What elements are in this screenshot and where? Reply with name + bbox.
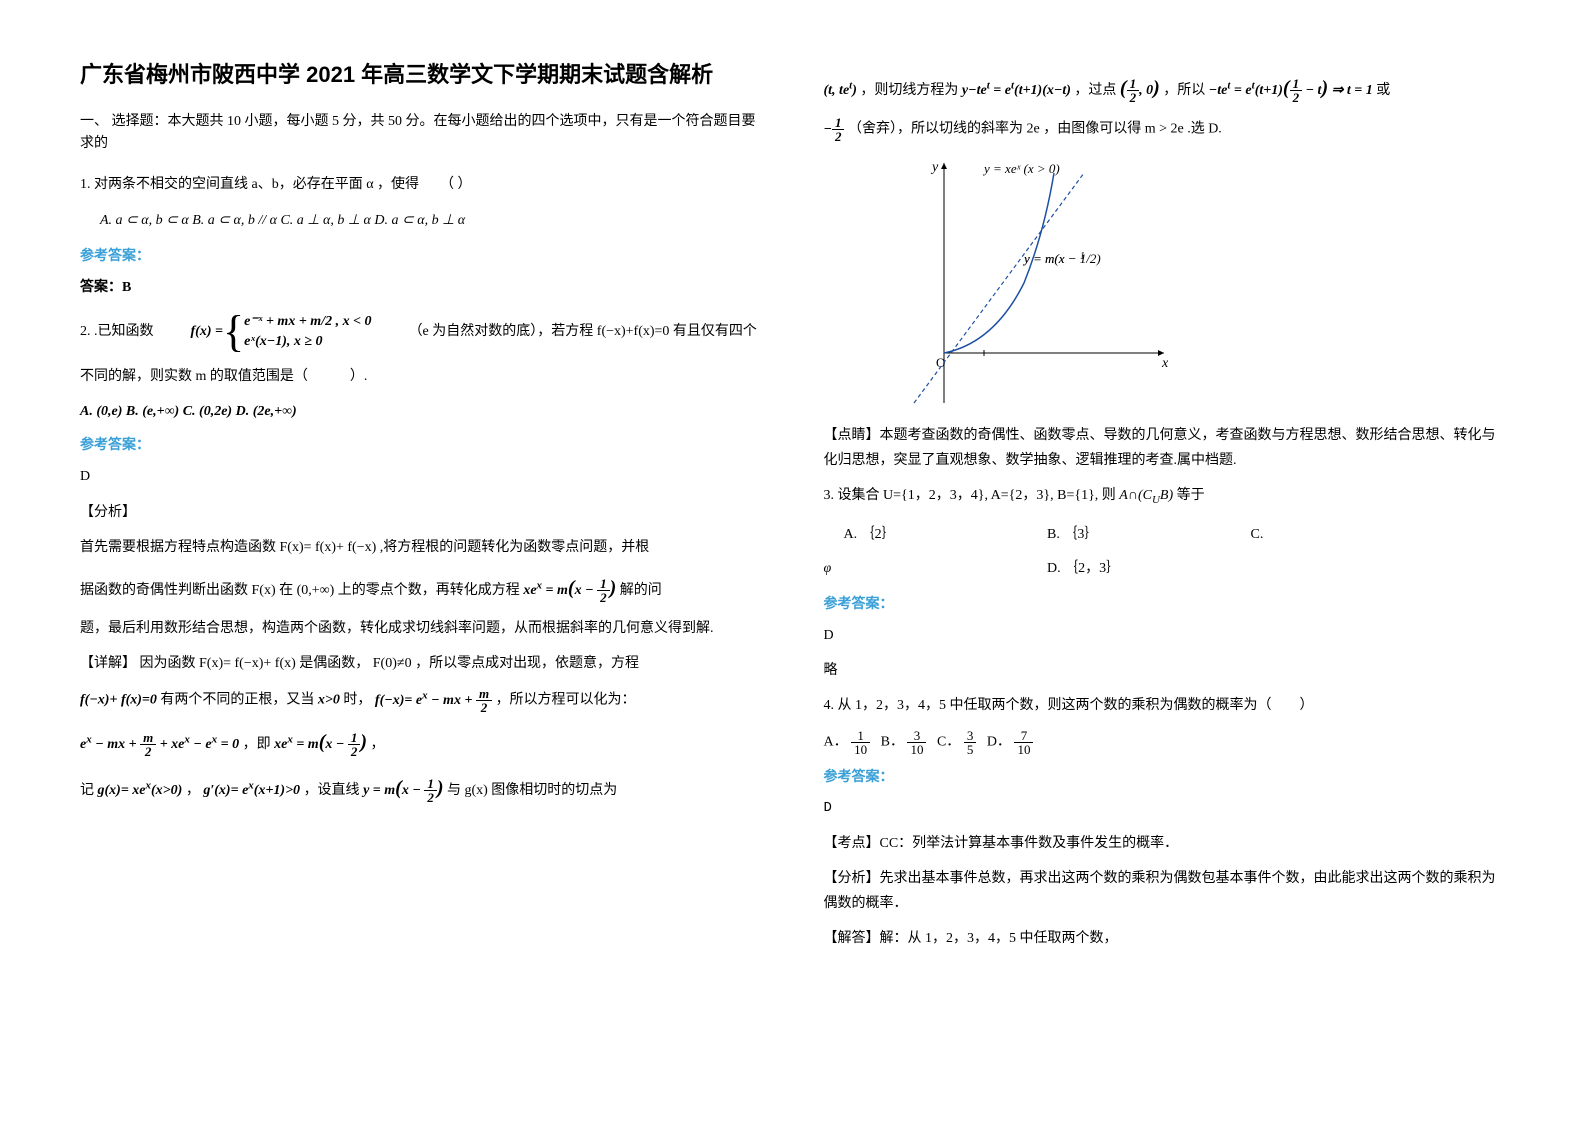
q3-opt-phi: φ — [824, 555, 1044, 583]
c2-l1-pt0: (t, tet) — [824, 83, 857, 98]
q2-analysis-2: 据函数的奇偶性判断出函数 F(x) 在 (0,+∞) 上的零点个数，再转化成方程… — [80, 570, 764, 606]
q3-opt-a: A. ｛2｝ — [844, 521, 1044, 549]
q4-kaodian: 【考点】CC：列举法计算基本事件数及事件发生的概率． — [824, 831, 1508, 856]
q2-d3-end: ， — [371, 737, 385, 752]
q4-c-frac: 35 — [964, 729, 977, 756]
q3-lue: 略 — [824, 658, 1508, 683]
q3-stem: 3. 设集合 U={1，2，3，4}, A={2，3}, B={1}, 则 A∩… — [824, 483, 1508, 511]
q1-text: 1. 对两条不相交的空间直线 a、b，必存在平面 α ，使得 （ ） — [80, 177, 472, 192]
q2-case1: e⁻ˣ + mx + m/2 , x < 0 — [244, 312, 371, 332]
q4-b-frac: 310 — [907, 729, 926, 756]
section-1-heading: 一、 选择题：本大题共 10 小题，每小题 5 分，共 50 分。在每小题给出的… — [80, 111, 764, 156]
q3-opt-c: C. — [1251, 527, 1264, 542]
y-axis-label: y — [930, 160, 939, 175]
c2-l2-mid: （舍弃），所以切线的斜率为 2e ，由图像可以得 m > 2e .选 D. — [848, 122, 1222, 137]
q4-answer: D — [824, 796, 1508, 821]
x-axis-label: x — [1161, 356, 1169, 371]
c2-l1-b: ，过点 — [1074, 83, 1120, 98]
right-column: (t, tet) ，则切线方程为 y−tet = et(t+1)(x−t) ，过… — [824, 60, 1508, 961]
q3-opts-row2: φ D. ｛2，3｝ — [824, 555, 1508, 583]
q3-opt-d: D. ｛2，3｝ — [1047, 561, 1120, 576]
q4-c-pre: C． — [937, 734, 960, 749]
q2-case2: eˣ(x−1), x ≥ 0 — [244, 332, 371, 352]
q4-jieda: 【解答】解：从 1，2，3，4，5 中任取两个数， — [824, 926, 1508, 951]
q4-fenxi: 【分析】先求出基本事件总数，再求出这两个数的乘积为偶数包基本事件个数，由此能求出… — [824, 866, 1508, 916]
q2-d4-pre: 记 g(x)= xex(x>0) ， g′(x)= ex(x+1)>0 ，设直线 — [80, 783, 360, 798]
q2-d2-pre-rest: 有两个不同的正根，又当 x>0 时， — [160, 693, 371, 708]
q4-stem: 4. 从 1，2，3，4，5 中任取两个数，则这两个数的乘积为偶数的概率为（ ） — [824, 693, 1508, 718]
page: 广东省梅州市陂西中学 2021 年高三数学文下学期期末试题含解析 一、 选择题：… — [0, 0, 1587, 1021]
q2-d4-post: 与 g(x) 图像相切时的切点为 — [447, 783, 617, 798]
q2-d3-eq2: xex = m(x − 12) — [274, 737, 370, 752]
curve-label: y = xeˣ (x > 0) — [982, 161, 1060, 176]
q2-an2-pre: 据函数的奇偶性判断出函数 F(x) 在 (0,+∞) 上的零点个数，再转化成方程 — [80, 583, 520, 598]
question-2: 2. .已知函数 f(x) = { e⁻ˣ + mx + m/2 , x < 0… — [80, 310, 764, 354]
q2-answer: D — [80, 464, 764, 489]
q2-tail2: 不同的解，则实数 m 的取值范围是（ ）. — [80, 364, 764, 389]
col2-line1: (t, tet) ，则切线方程为 y−tet = et(t+1)(x−t) ，过… — [824, 70, 1508, 106]
q2-dianjing: 【点睛】本题考查函数的奇偶性、函数零点、导数的几何意义，考查函数与方程思想、数形… — [824, 423, 1508, 473]
left-column: 广东省梅州市陂西中学 2021 年高三数学文下学期期末试题含解析 一、 选择题：… — [80, 60, 764, 961]
q1-answer-label: 参考答案： — [80, 245, 764, 265]
q2-detail-1-text: 因为函数 F(x)= f(−x)+ f(x) 是偶函数， F(0)≠0 ，所以零… — [140, 656, 640, 671]
q4-a-pre: A． — [824, 734, 848, 749]
q2-d3-mid: ，即 — [243, 737, 271, 752]
q4-d-pre: D． — [987, 734, 1011, 749]
q2-analysis-1: 首先需要根据方程特点构造函数 F(x)= f(x)+ f(−x) ,将方程根的问… — [80, 535, 764, 560]
q3-text: 3. 设集合 U={1，2，3，4}, A={2，3}, B={1}, 则 A∩… — [824, 488, 1205, 503]
c2-l1-end: 或 — [1376, 83, 1390, 98]
q2-prefix: 2. .已知函数 — [80, 324, 154, 339]
c2-l2-frac: −12 — [824, 122, 845, 137]
q2-graph: y x O y = xeˣ (x > 0) y = m(x − 1 y = m(… — [884, 153, 1184, 413]
q2-detail-4: 记 g(x)= xex(x>0) ， g′(x)= ex(x+1)>0 ，设直线… — [80, 770, 764, 806]
q4-d-frac: 710 — [1014, 729, 1033, 756]
q4-a-frac: 110 — [851, 729, 870, 756]
q2-d3-eq1: ex − mx + m2 + xex − ex = 0 — [80, 737, 243, 752]
q2-d4-eq: y = m(x − 12) — [363, 783, 447, 798]
q2-detail-1: 【详解】 因为函数 F(x)= f(−x)+ f(x) 是偶函数， F(0)≠0… — [80, 651, 764, 676]
q1-options: A. a ⊂ α, b ⊂ α B. a ⊂ α, b // α C. a ⊥ … — [100, 207, 764, 235]
q2-detail-2: f(−x)+ f(x)=0 有两个不同的正根，又当 x>0 时， f(−x)= … — [80, 686, 764, 714]
q2-analysis-3: 题，最后利用数形结合思想，构造两个函数，转化成求切线斜率问题，从而根据斜率的几何… — [80, 616, 764, 641]
c2-l1-mid: ，所以 — [1163, 83, 1205, 98]
tangent-line — [914, 173, 1084, 403]
q2-an2-post: 解的问 — [620, 583, 662, 598]
q2-d2-post: ，所以方程可以化为： — [496, 693, 636, 708]
q2-fx: f(x) = — [191, 319, 223, 344]
question-1-stem: 1. 对两条不相交的空间直线 a、b，必存在平面 α ，使得 （ ） — [80, 172, 764, 197]
document-title: 广东省梅州市陂西中学 2021 年高三数学文下学期期末试题含解析 — [80, 60, 764, 91]
q4-answer-label: 参考答案： — [824, 766, 1508, 786]
line-label-full: y = m(x − 1/2) — [1022, 251, 1101, 266]
q2-options: A. (0,e) B. (e,+∞) C. (0,2e) D. (2e,+∞) — [80, 399, 764, 424]
q1-answer: 答案：B — [80, 275, 764, 300]
c2-l1-a: ，则切线方程为 — [860, 83, 962, 98]
q2-detail-label: 【详解】 — [80, 656, 136, 671]
q2-answer-label: 参考答案： — [80, 434, 764, 454]
col2-line2: −12 （舍弃），所以切线的斜率为 2e ，由图像可以得 m > 2e .选 D… — [824, 116, 1508, 143]
q3-answer: D — [824, 623, 1508, 648]
q2-detail-3: ex − mx + m2 + xex − ex = 0 ，即 xex = m(x… — [80, 724, 764, 760]
brace-icon: { — [223, 310, 244, 354]
c2-l1-eq2: −tet = et(t+1)(12 − t) ⇒ t = 1 — [1209, 83, 1373, 98]
q2-tail1: （e 为自然对数的底），若方程 f(−x)+f(x)=0 有且仅有四个 — [409, 324, 757, 339]
q3-opt-b: B. ｛3｝ — [1047, 521, 1247, 549]
q3-answer-label: 参考答案： — [824, 593, 1508, 613]
q2-analysis-label: 【分析】 — [80, 500, 764, 525]
q4-b-pre: B． — [881, 734, 904, 749]
q1-opts-text: A. a ⊂ α, b ⊂ α B. a ⊂ α, b // α C. a ⊥ … — [100, 213, 465, 228]
q4-opts: A． 110 B． 310 C． 35 D． 710 — [824, 729, 1508, 756]
q2-cases: e⁻ˣ + mx + m/2 , x < 0 eˣ(x−1), x ≥ 0 — [244, 312, 371, 351]
c2-l1-pt: (12, 0) — [1120, 83, 1160, 98]
q2-d2-eq: f(−x)= ex − mx + m2 — [375, 693, 496, 708]
c2-l1-eq1: y−tet = et(t+1)(x−t) — [962, 83, 1071, 98]
q2-d2-eq0: f(−x)+ f(x)=0 — [80, 693, 157, 708]
q3-opts-row1: A. ｛2｝ B. ｛3｝ C. — [844, 521, 1508, 549]
q2-piecewise: f(x) = { e⁻ˣ + mx + m/2 , x < 0 eˣ(x−1),… — [191, 310, 372, 354]
q2-an2-eq: xex = m(x − 12) — [523, 583, 619, 598]
